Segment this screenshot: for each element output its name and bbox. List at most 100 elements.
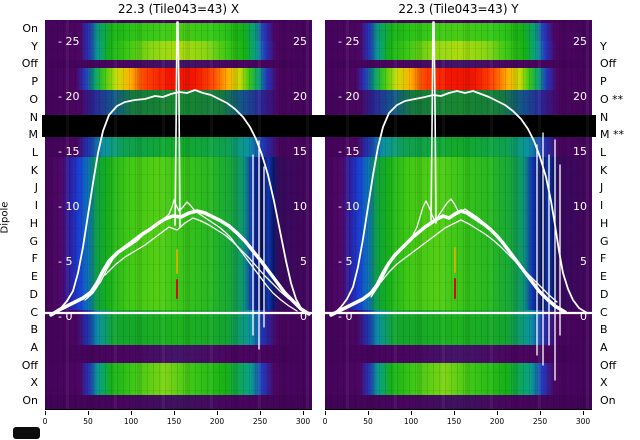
x-tick-mark bbox=[454, 411, 455, 415]
x-tick-label: 300 bbox=[295, 417, 311, 426]
row-label-left: Off bbox=[21, 358, 38, 372]
row-label-left: G bbox=[29, 234, 38, 248]
profile-curve-dome bbox=[54, 89, 308, 314]
row-label-left: M bbox=[28, 128, 39, 142]
x-tick-label: 150 bbox=[446, 417, 462, 426]
heatmap-band bbox=[45, 137, 312, 157]
x-tick-label: 100 bbox=[403, 417, 419, 426]
heatmap-band bbox=[325, 363, 592, 395]
heatmap-band bbox=[325, 41, 592, 60]
panel-title-x: 22.3 (Tile043=43) X bbox=[117, 2, 240, 16]
x-tick-label: 200 bbox=[489, 417, 505, 426]
row-label-right: B bbox=[600, 323, 608, 337]
corner-marker bbox=[13, 427, 40, 439]
x-tick-label: 150 bbox=[166, 417, 182, 426]
heatmap-band bbox=[45, 310, 312, 345]
row-label-left: P bbox=[31, 75, 38, 89]
heatmap-band bbox=[325, 68, 592, 90]
row-label-left: On bbox=[22, 394, 38, 408]
x-tick-mark bbox=[260, 411, 261, 415]
x-tick-label: 50 bbox=[83, 417, 93, 426]
x-tick-label: 100 bbox=[123, 417, 139, 426]
inner-ytick-left: - 10 bbox=[338, 200, 360, 213]
inner-ytick-left: - 15 bbox=[338, 145, 360, 158]
heatmap-band bbox=[325, 345, 592, 363]
inner-ytick-left: - 5 bbox=[338, 255, 353, 268]
inner-ytick-left: - 0 bbox=[58, 310, 73, 323]
x-tick-label: 250 bbox=[532, 417, 548, 426]
inner-ytick-right: 10 bbox=[573, 200, 587, 213]
inner-ytick-left: - 5 bbox=[58, 255, 73, 268]
profile-overlay bbox=[325, 21, 592, 381]
row-label-right: K bbox=[600, 163, 608, 177]
heatmap-band bbox=[325, 137, 592, 157]
row-label-right: Y bbox=[600, 39, 607, 53]
x-tick-mark bbox=[217, 411, 218, 415]
heatmap-band bbox=[325, 20, 592, 23]
row-label-left: K bbox=[30, 163, 38, 177]
row-label-right: F bbox=[600, 252, 607, 266]
row-label-right: E bbox=[600, 270, 607, 284]
row-label-left: B bbox=[30, 323, 38, 337]
row-label-right: I bbox=[600, 199, 604, 213]
x-tick-mark bbox=[303, 411, 304, 415]
panel-title-y: 22.3 (Tile043=43) Y bbox=[398, 2, 519, 16]
profile-spike bbox=[430, 21, 437, 224]
inner-ytick-right: 0 bbox=[300, 310, 307, 323]
row-label-right: H bbox=[600, 216, 609, 230]
x-tick-label: 50 bbox=[363, 417, 373, 426]
inner-ytick-left: - 15 bbox=[58, 145, 80, 158]
inner-ytick-right: 25 bbox=[573, 35, 587, 48]
heatmap-band bbox=[325, 90, 592, 115]
row-label-right: A bbox=[600, 340, 608, 354]
row-label-right: Off bbox=[600, 358, 617, 372]
row-label-right: C bbox=[600, 305, 608, 319]
x-tick-mark bbox=[540, 411, 541, 415]
x-tick-mark bbox=[497, 411, 498, 415]
inner-ytick-right: 20 bbox=[573, 90, 587, 103]
row-label-left: Off bbox=[21, 57, 38, 71]
row-label-right: N bbox=[600, 110, 609, 124]
profile-curve-dome bbox=[334, 90, 588, 314]
x-tick-label: 200 bbox=[209, 417, 225, 426]
heatmap-band bbox=[45, 345, 312, 363]
row-label-left: D bbox=[29, 287, 38, 301]
x-tick-mark bbox=[411, 411, 412, 415]
row-label-left: Y bbox=[31, 39, 38, 53]
heatmap-band bbox=[325, 23, 592, 41]
inner-ytick-right: 25 bbox=[293, 35, 307, 48]
row-label-left: L bbox=[31, 145, 38, 159]
x-tick-mark bbox=[583, 411, 584, 415]
heatmap-band bbox=[325, 395, 592, 409]
inner-ytick-right: 15 bbox=[293, 145, 307, 158]
x-tick-label: 0 bbox=[322, 417, 328, 426]
row-label-left: N bbox=[29, 110, 38, 124]
profile-curve-thin bbox=[104, 217, 290, 300]
heatmap-band bbox=[45, 395, 312, 409]
inner-ytick-right: 20 bbox=[293, 90, 307, 103]
row-label-right: O ** bbox=[600, 92, 624, 106]
profile-overlay bbox=[45, 21, 312, 350]
heatmap-band bbox=[325, 310, 592, 345]
row-label-right: G bbox=[600, 234, 609, 248]
heatmap-band bbox=[45, 157, 312, 310]
inner-ytick-left: - 10 bbox=[58, 200, 80, 213]
row-label-left: On bbox=[22, 21, 38, 35]
row-label-left: H bbox=[29, 216, 38, 230]
row-label-left: J bbox=[34, 181, 38, 195]
inner-ytick-left: - 25 bbox=[58, 35, 80, 48]
row-label-right: On bbox=[600, 394, 616, 408]
row-label-right: D bbox=[600, 287, 609, 301]
inner-ytick-left: - 20 bbox=[58, 90, 80, 103]
row-label-left: I bbox=[34, 199, 38, 213]
row-label-left: A bbox=[30, 340, 38, 354]
inner-ytick-left: - 20 bbox=[338, 90, 360, 103]
heatmap-band bbox=[325, 115, 592, 137]
row-label-left: E bbox=[31, 270, 38, 284]
heatmap-band bbox=[325, 60, 592, 68]
row-label-right: L bbox=[600, 145, 607, 159]
row-label-left: O bbox=[29, 92, 38, 106]
x-tick-label: 0 bbox=[42, 417, 48, 426]
inner-ytick-right: 10 bbox=[293, 200, 307, 213]
